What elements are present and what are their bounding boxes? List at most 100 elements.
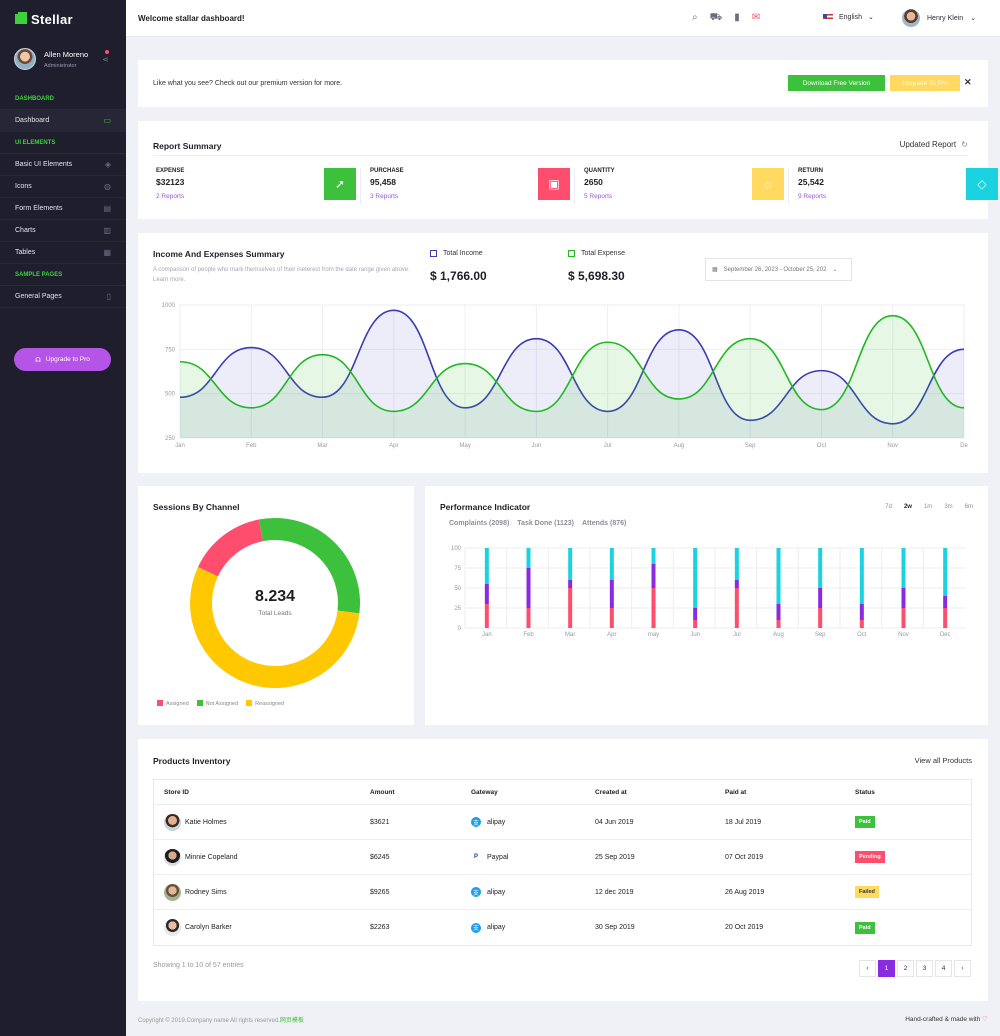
stat-return: RETURN 25,542 9 Reports ◇ (788, 168, 998, 204)
upgrade-to-pro-button[interactable]: ☊ Upgrade to Pro (14, 348, 111, 371)
x-tick-label: Oct (817, 443, 827, 449)
sidebar-item-icons[interactable]: Icons ◍ (0, 176, 126, 198)
donut-slice (197, 519, 264, 577)
donut-slice (190, 567, 360, 688)
date-range-picker[interactable]: ▦ September 26, 2023 - October 25, 202 ⌄ (705, 258, 852, 281)
stat-reports-link[interactable]: 9 Reports (798, 193, 827, 200)
user-dropdown[interactable]: Henry Klein ⌄ (902, 9, 976, 27)
page-3-button[interactable]: 3 (916, 960, 933, 977)
tab-complaints[interactable]: Complaints (2098) (449, 520, 510, 527)
sidebar-item-general-pages[interactable]: General Pages ▯ (0, 286, 126, 308)
x-tick-label: Nov (887, 443, 898, 449)
x-tick-label: may (648, 632, 659, 638)
bar-segment (526, 568, 531, 608)
avatar (164, 919, 181, 936)
x-tick-label: Sep (745, 443, 756, 449)
bar-segment (901, 548, 906, 588)
message-icon[interactable]: ✉ (751, 12, 761, 23)
y-tick-label: 250 (165, 436, 176, 442)
chevron-down-icon: ⌄ (867, 14, 874, 21)
bar-segment (776, 604, 781, 620)
tab-task-done[interactable]: Task Done (1123) (517, 520, 574, 527)
legend-total-income: Total Income (430, 250, 483, 257)
download-free-button[interactable]: Download Free Version (788, 75, 885, 91)
x-tick-label: Jun (532, 443, 542, 449)
column-header[interactable]: Created at (595, 788, 627, 796)
bar-segment (818, 608, 823, 628)
language-dropdown[interactable]: English ⌄ (823, 13, 874, 21)
store-name: Carolyn Barker (185, 924, 232, 931)
table-row[interactable]: Katie Holmes $3621 支 alipay 04 Jun 2019 1… (154, 805, 971, 840)
close-icon[interactable]: ✕ (964, 77, 972, 87)
sidebar-profile[interactable]: Allen Moreno Administrator ⋖ (0, 38, 126, 88)
bar-segment (818, 588, 823, 608)
column-header[interactable]: Amount (370, 788, 395, 796)
gateway-cell: alipay (487, 924, 506, 931)
legend-swatch (157, 700, 163, 706)
bar-segment (734, 548, 739, 580)
sidebar-item-form-elements[interactable]: Form Elements ▤ (0, 198, 126, 220)
prev-page-button[interactable]: ‹ (859, 960, 876, 977)
range-1m[interactable]: 1m (923, 504, 933, 510)
stat-reports-link[interactable]: 3 Reports (370, 193, 399, 200)
updated-report-link[interactable]: Updated Report ↻ (900, 140, 968, 149)
x-tick-label: Jul (604, 443, 612, 449)
sidebar-item-basic-ui[interactable]: Basic UI Elements ◈ (0, 154, 126, 176)
page-4-button[interactable]: 4 (935, 960, 952, 977)
sidebar-item-charts[interactable]: Charts ▥ (0, 220, 126, 242)
x-tick-label: Mar (317, 443, 327, 449)
stat-reports-link[interactable]: 5 Reports (584, 193, 613, 200)
range-7d[interactable]: 7d (885, 504, 892, 510)
column-header[interactable]: Store ID (164, 788, 189, 796)
stat-value: 2650 (584, 177, 603, 187)
table-row[interactable]: Minnie Copeland $6245 P Paypal 25 Sep 201… (154, 840, 971, 875)
donut-slice (258, 518, 360, 614)
performance-card: Performance Indicator Complaints (2098) … (425, 486, 988, 725)
column-header[interactable]: Paid at (725, 788, 747, 796)
tab-attends[interactable]: Attends (876) (581, 520, 627, 527)
y-tick-label: 1000 (162, 303, 176, 309)
stat-reports-link[interactable]: 2 Reports (156, 193, 185, 200)
sidebar-item-dashboard[interactable]: Dashboard ▭ (0, 110, 126, 132)
report-summary-card: Report Summary Updated Report ↻ EXPENSE … (138, 121, 998, 219)
bar-segment (568, 588, 573, 628)
range-3m[interactable]: 3m (944, 504, 953, 510)
column-header[interactable]: Status (855, 788, 875, 796)
bar-segment (484, 604, 489, 628)
upgrade-pro-button[interactable]: Upgrade To Pro (890, 75, 960, 91)
stat-purchase: PURCHASE 95,458 3 Reports ▣ (360, 168, 570, 204)
search-icon[interactable]: ⌕ (692, 12, 698, 23)
sidebar-item-tables[interactable]: Tables ▦ (0, 242, 126, 264)
table-row[interactable]: Rodney Sims $9265 支 alipay 12 dec 2019 26… (154, 875, 971, 910)
stat-value: $32123 (156, 177, 185, 187)
brand-logo[interactable]: Stellar (0, 0, 126, 38)
cart-icon[interactable]: ⛟ (709, 12, 723, 23)
copyright-link[interactable]: 网页模板 (279, 1018, 304, 1024)
x-tick-label: Aug (674, 443, 685, 449)
status-badge: Failed (855, 886, 879, 898)
next-page-button[interactable]: › (954, 960, 971, 977)
range-6m[interactable]: 6m (964, 504, 973, 510)
x-tick-label: Nov (898, 632, 909, 638)
divider (788, 168, 789, 204)
column-header[interactable]: Gateway (471, 788, 498, 796)
bar-segment (526, 548, 531, 568)
page-2-button[interactable]: 2 (897, 960, 914, 977)
share-icon[interactable]: ⋖ (102, 55, 109, 64)
donut-center-label: Total Leads (258, 610, 292, 617)
date-range-text: September 26, 2023 - October 25, 202 (723, 266, 827, 273)
table-row[interactable]: Carolyn Barker $2263 支 alipay 30 Sep 2019… (154, 910, 971, 945)
stats-icon[interactable]: ▮ (734, 12, 740, 23)
pagination: ‹ 1 2 3 4 › (859, 960, 971, 977)
bar-segment (734, 580, 739, 588)
stat-quantity: QUANTITY 2650 5 Reports ☼ (574, 168, 784, 204)
logo-icon (15, 12, 27, 24)
bar-segment (859, 548, 864, 604)
footer-copyright: Copyright © 2019.Company name All rights… (138, 1015, 304, 1024)
range-2w[interactable]: 2w (903, 504, 912, 510)
view-all-products-link[interactable]: View all Products (914, 756, 972, 765)
x-tick-label: Feb (246, 443, 257, 449)
page-1-button[interactable]: 1 (878, 960, 895, 977)
x-tick-label: Jun (690, 632, 700, 638)
y-tick-label: 0 (458, 626, 462, 632)
